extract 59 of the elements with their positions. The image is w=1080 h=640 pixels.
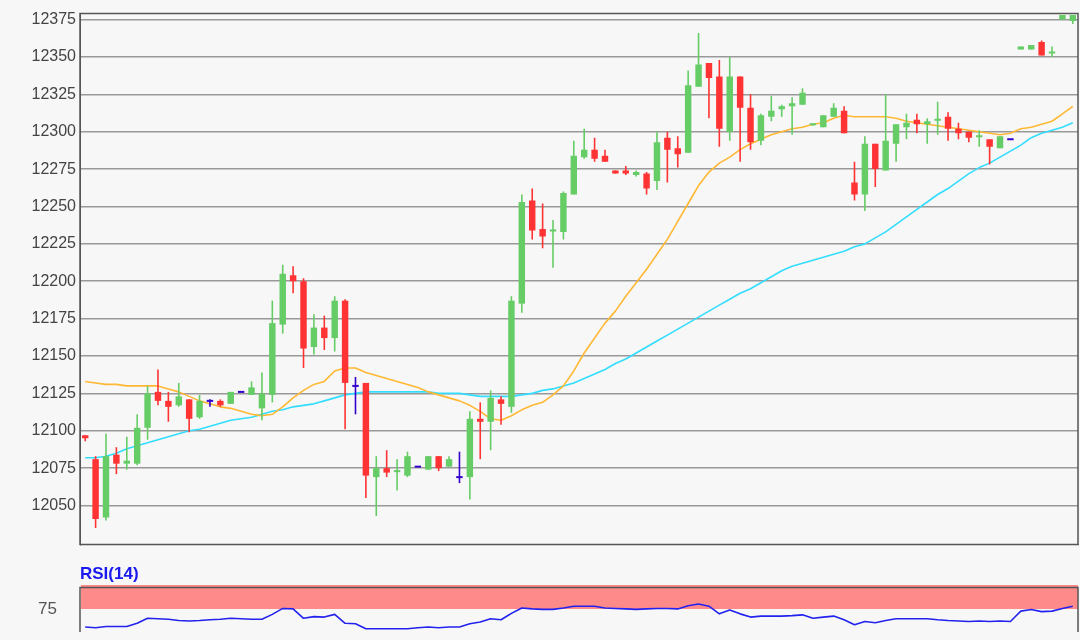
candlestick [944, 111, 952, 142]
candlestick [809, 123, 817, 126]
y-tick-label: 12275 [31, 159, 77, 177]
y-tick-label: 12200 [31, 271, 77, 289]
y-tick-label: 12150 [31, 346, 77, 364]
candlestick [477, 401, 484, 460]
y-tick-label: 12325 [31, 84, 77, 102]
y-tick-label: 12100 [31, 421, 77, 439]
candlestick [196, 394, 203, 420]
candlestick [976, 129, 983, 148]
candlestick [456, 450, 463, 484]
candlestick [497, 395, 505, 426]
candlestick [206, 398, 214, 408]
candlestick [373, 455, 380, 517]
candlestick [383, 449, 390, 478]
candlestick [643, 171, 650, 196]
candlestick [393, 458, 401, 492]
candlestick [934, 101, 941, 136]
candlestick [695, 32, 702, 88]
candlestick [539, 202, 546, 250]
candlestick [549, 219, 557, 269]
candlestick [321, 314, 328, 351]
candlestick [851, 160, 858, 202]
candlestick [892, 123, 900, 163]
y-tick-label: 12300 [31, 122, 77, 140]
candlestick [487, 389, 494, 451]
candlestick [840, 105, 848, 135]
y-tick-label: 12075 [31, 458, 77, 476]
chart-title: RSI(14) [80, 563, 139, 583]
y-tick-label: 12125 [31, 383, 77, 401]
y-tick-label: 12050 [31, 495, 77, 513]
candlestick [664, 130, 671, 184]
candlestick [705, 62, 713, 120]
candlestick [289, 265, 297, 295]
y-tick-label: 12225 [31, 234, 77, 252]
candlestick [788, 96, 796, 136]
y-tick-label: 12350 [31, 47, 77, 65]
text: 75 [38, 599, 57, 619]
candlestick [113, 446, 120, 475]
y-tick-label: 12175 [31, 309, 77, 327]
candlestick [352, 376, 359, 416]
y-tick-label: 12250 [31, 196, 77, 214]
candlestick [903, 112, 910, 140]
candlestick [123, 435, 130, 471]
candlestick [404, 450, 411, 478]
candlestick [778, 104, 785, 118]
candlestick [165, 391, 172, 423]
candlestick [591, 136, 598, 163]
candlestick [185, 398, 193, 434]
candlestick [768, 95, 775, 123]
candlestick [1048, 45, 1056, 58]
candlestick [175, 382, 182, 408]
candlestick [258, 371, 266, 422]
candlestick [310, 313, 318, 356]
candlestick [674, 135, 681, 169]
candlestick [154, 368, 162, 407]
candlestick [924, 117, 931, 145]
y-tick-label: 12375 [31, 9, 77, 27]
candlestick [986, 138, 993, 166]
